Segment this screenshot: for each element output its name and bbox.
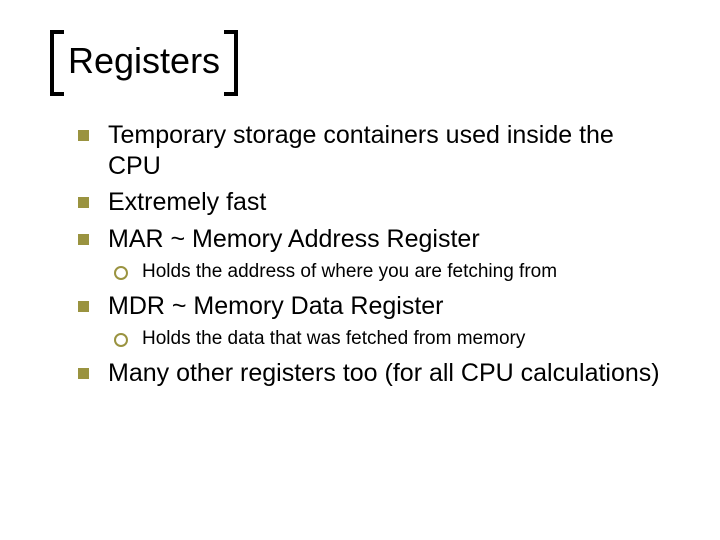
list-item: Many other registers too (for all CPU ca… [70,358,666,389]
right-bracket-icon [224,30,238,96]
list-item: Temporary storage containers used inside… [70,120,666,181]
list-item: Holds the address of where you are fetch… [108,260,666,285]
slide-title: Registers [68,40,220,82]
title-block: Registers [50,40,238,86]
slide-body: Temporary storage containers used inside… [50,120,670,388]
slide: Registers Temporary storage containers u… [0,0,720,540]
bullet-text: MAR ~ Memory Address Register [108,225,480,253]
left-bracket-icon [50,30,64,96]
bullet-text: Holds the address of where you are fetch… [142,261,557,282]
sub-bullet-list: Holds the data that was fetched from mem… [108,327,666,352]
bullet-text: MDR ~ Memory Data Register [108,292,444,320]
list-item: Extremely fast [70,187,666,218]
list-item: MAR ~ Memory Address Register Holds the … [70,224,666,285]
bullet-text: Extremely fast [108,188,266,216]
bullet-text: Holds the data that was fetched from mem… [142,328,525,349]
list-item: Holds the data that was fetched from mem… [108,327,666,352]
bullet-text: Many other registers too (for all CPU ca… [108,359,660,387]
bullet-list: Temporary storage containers used inside… [70,120,666,388]
bullet-text: Temporary storage containers used inside… [108,121,614,180]
list-item: MDR ~ Memory Data Register Holds the dat… [70,291,666,352]
sub-bullet-list: Holds the address of where you are fetch… [108,260,666,285]
